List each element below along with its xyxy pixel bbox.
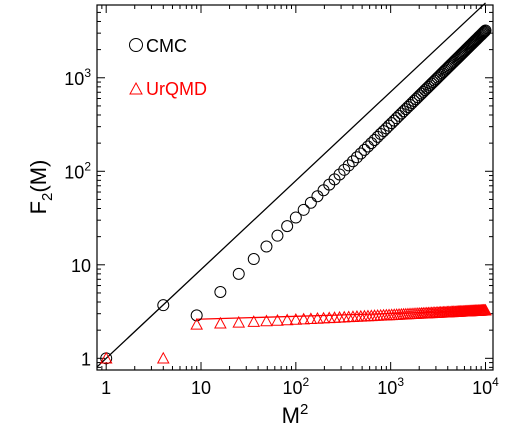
data-point-urqmd <box>280 313 294 326</box>
data-point-cmc <box>214 285 227 298</box>
data-point-urqmd <box>479 303 492 316</box>
data-point-cmc <box>401 101 414 114</box>
data-point-urqmd <box>304 312 318 325</box>
data-point-urqmd <box>190 317 204 330</box>
x-tick-label: 104 <box>472 375 499 398</box>
y-axis-title: F2(M) <box>26 160 56 215</box>
data-point-urqmd <box>214 316 227 329</box>
y-tick-label: 1 <box>81 349 91 369</box>
legend: CMC UrQMD <box>129 36 207 99</box>
data-point-cmc <box>271 229 284 242</box>
data-point-cmc <box>333 168 346 181</box>
data-point-cmc <box>393 109 406 122</box>
data-point-cmc <box>422 80 435 93</box>
data-point-cmc <box>368 133 381 146</box>
data-point-cmc <box>338 163 351 176</box>
data-point-cmc <box>477 26 490 39</box>
data-point-cmc <box>476 27 489 40</box>
data-point-cmc <box>420 82 433 95</box>
legend-marker-cmc <box>129 38 143 52</box>
data-point-urqmd <box>271 313 284 326</box>
y-tick-label: 10 <box>71 256 91 276</box>
data-point-cmc <box>342 159 355 172</box>
data-point-urqmd <box>156 351 170 364</box>
data-point-cmc <box>354 147 367 160</box>
y-tick-label: 103 <box>64 66 91 89</box>
data-point-cmc <box>350 151 363 164</box>
data-point-cmc <box>388 114 401 127</box>
x-axis-title: M2 <box>282 401 309 428</box>
legend-marker-urqmd <box>129 81 143 95</box>
data-point-cmc <box>365 137 378 150</box>
data-point-cmc <box>289 211 302 224</box>
data-point-cmc <box>304 196 317 209</box>
data-point-urqmd <box>297 312 311 325</box>
legend-label-urqmd: UrQMD <box>146 79 207 99</box>
data-point-urqmd <box>232 315 246 328</box>
data-point-cmc <box>297 203 310 216</box>
data-point-cmc <box>476 27 489 40</box>
data-point-cmc <box>475 28 488 41</box>
data-point-cmc <box>190 309 203 322</box>
data-point-cmc <box>397 105 410 118</box>
x-tick-label: 103 <box>377 375 404 398</box>
data-point-cmc <box>157 299 170 312</box>
fit-line <box>96 2 486 368</box>
data-point-cmc <box>424 79 437 92</box>
data-point-cmc <box>390 112 403 125</box>
x-tick-label: 102 <box>282 375 309 398</box>
data-markers <box>99 24 492 365</box>
data-point-cmc <box>444 59 457 72</box>
data-point-cmc <box>399 103 412 116</box>
data-point-cmc <box>232 267 245 280</box>
legend-label-cmc: CMC <box>146 36 187 56</box>
axis-ticks: 1 10 102 103 104 1 10 102 103 <box>64 4 499 398</box>
data-point-cmc <box>479 24 492 37</box>
plot-frame <box>96 4 494 371</box>
data-point-urqmd <box>260 314 273 327</box>
data-point-cmc <box>346 155 359 168</box>
y-tick-label: 102 <box>64 159 91 182</box>
data-point-cmc <box>395 107 408 120</box>
data-point-cmc <box>281 220 294 233</box>
data-point-cmc <box>247 253 260 266</box>
data-point-cmc <box>311 190 324 203</box>
data-point-urqmd <box>289 313 303 325</box>
data-point-cmc <box>371 130 384 143</box>
data-point-cmc <box>358 143 371 156</box>
x-tick-label: 1 <box>101 378 111 398</box>
data-point-urqmd <box>247 315 261 327</box>
x-tick-label: 10 <box>191 378 211 398</box>
data-point-cmc <box>361 140 374 153</box>
data-point-urqmd <box>99 351 113 364</box>
data-point-cmc <box>425 77 438 90</box>
data-point-cmc <box>260 240 273 253</box>
data-point-cmc <box>478 25 491 38</box>
